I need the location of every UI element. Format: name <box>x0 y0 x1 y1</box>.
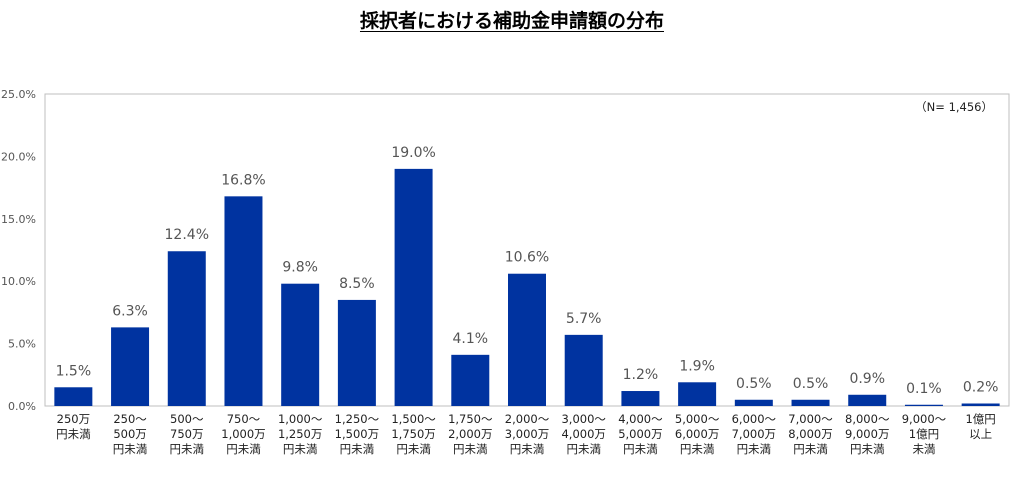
x-tick-label: 500～ 750万円未満 <box>170 412 205 456</box>
x-tick-label: 5,000～ 6,000万円未満 <box>675 412 720 456</box>
y-tick-label: 20.0% <box>1 150 36 163</box>
y-tick-label: 0.0% <box>8 400 36 413</box>
data-label: 0.2% <box>963 380 999 396</box>
x-tick-label: 7,000～ 8,000万円未満 <box>788 412 833 456</box>
bar <box>224 196 263 406</box>
x-tick-label: 250～ 500万円未満 <box>113 412 148 456</box>
x-tick-label: 9,000～ 1億円未満 <box>902 412 947 456</box>
y-tick-label: 15.0% <box>1 213 36 226</box>
data-label: 5.7% <box>566 311 602 327</box>
x-tick-label: 250万円未満 <box>56 412 91 441</box>
data-label: 1.9% <box>679 358 715 374</box>
data-label: 8.5% <box>339 276 375 292</box>
bar <box>678 382 717 406</box>
x-tick-label: 1,250～ 1,500万円未満 <box>335 412 380 456</box>
x-tick-label: 6,000～ 7,000万円未満 <box>732 412 777 456</box>
x-tick-label: 8,000～ 9,000万円未満 <box>845 412 890 456</box>
x-tick-label: 1億円以上 <box>965 412 995 441</box>
bar <box>961 403 1000 406</box>
bar <box>451 354 490 406</box>
data-label: 1.2% <box>623 367 659 383</box>
bar <box>848 394 887 406</box>
bar <box>621 391 660 406</box>
x-tick-label: 750～ 1,000万円未満 <box>221 412 265 456</box>
data-label: 19.0% <box>391 145 435 161</box>
data-label: 0.1% <box>906 381 942 397</box>
bar <box>904 404 943 406</box>
data-label: 4.1% <box>453 331 489 347</box>
bar <box>394 168 433 406</box>
data-label: 12.4% <box>165 227 209 243</box>
bar <box>564 334 603 406</box>
bar <box>111 327 150 406</box>
data-label: 6.3% <box>112 303 148 319</box>
data-label: 0.5% <box>793 376 829 392</box>
data-label: 10.6% <box>505 250 549 266</box>
chart-title: 採択者における補助金申請額の分布 <box>359 10 664 32</box>
data-label: 9.8% <box>282 260 318 276</box>
value-labels: 1.5% 6.3% 12.4% 16.8% 9.8% 8.5% 19.0% 4.1% 10.6%… <box>56 145 999 397</box>
x-tick-label: 1,500～ 1,750万円未満 <box>391 412 436 456</box>
data-label: 16.8% <box>221 172 265 188</box>
x-axis: 250万円未満 250～ 500万円未満 500～ 750万円未満 750～ 1,000万円… <box>56 412 996 456</box>
y-axis: 0.0% 5.0% 10.0% 15.0% 20.0% 25.0% <box>1 88 36 413</box>
bars <box>54 168 1000 406</box>
sample-size-note: （N= 1,456） <box>915 100 993 114</box>
bar <box>791 399 830 406</box>
bar <box>337 299 376 406</box>
bar <box>54 387 93 406</box>
x-tick-label: 1,750～ 2,000万円未満 <box>448 412 493 456</box>
y-tick-label: 10.0% <box>1 275 36 288</box>
x-tick-label: 1,000～ 1,250万円未満 <box>278 412 323 456</box>
y-tick-label: 25.0% <box>1 88 36 101</box>
x-tick-label: 3,000～ 4,000万円未満 <box>561 412 606 456</box>
x-tick-label: 2,000～ 3,000万円未満 <box>505 412 550 456</box>
y-tick-label: 5.0% <box>8 338 36 351</box>
bar <box>734 399 773 406</box>
data-label: 0.9% <box>849 371 885 387</box>
data-label: 1.5% <box>56 363 92 379</box>
bar <box>167 251 206 406</box>
data-label: 0.5% <box>736 376 772 392</box>
x-tick-label: 4,000～ 5,000万円未満 <box>618 412 663 456</box>
bar <box>508 273 546 406</box>
bar <box>281 283 320 406</box>
